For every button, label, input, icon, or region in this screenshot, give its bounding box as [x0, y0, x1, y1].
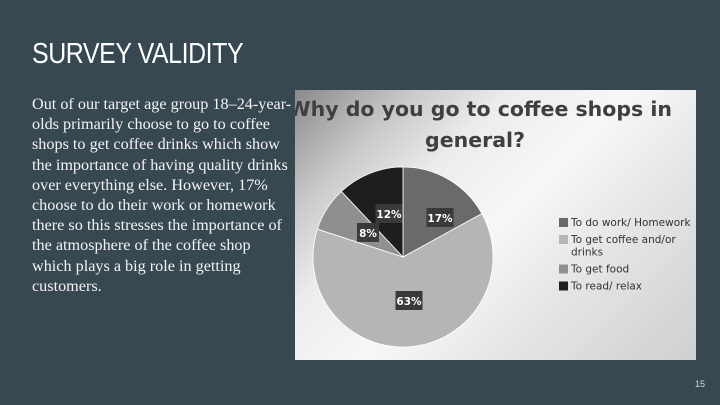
legend-label: drinks	[571, 247, 603, 259]
data-label: 17%	[427, 213, 453, 225]
data-label-box	[357, 223, 379, 242]
pie-slice	[340, 166, 404, 259]
legend-label: To get coffee and/or	[570, 234, 676, 246]
legend-swatch	[559, 235, 568, 244]
data-label: 63%	[396, 296, 422, 308]
legend-label: To get food	[570, 264, 629, 276]
slide-body-text: Out of our target age group 18–24-year-o…	[32, 95, 292, 295]
chart-title-line: general?	[425, 128, 525, 152]
slide-title: SURVEY VALIDITY	[32, 38, 244, 70]
data-label: 8%	[359, 228, 377, 240]
page-number: 15	[694, 379, 705, 389]
pie-slice	[312, 213, 494, 348]
legend-label: To do work/ Homework	[570, 217, 691, 229]
legend-swatch	[559, 218, 568, 227]
pie-chart-canvas: Why do you go to coffee shops in general?…	[295, 97, 691, 348]
legend-label: To read/ relax	[570, 281, 642, 293]
data-label-box	[395, 291, 423, 310]
data-label-box	[426, 208, 454, 227]
data-label: 12%	[376, 209, 402, 221]
data-label-box	[375, 204, 403, 223]
pie-chart: Why do you go to coffee shops in general?…	[295, 90, 696, 360]
chart-title-line: Why do you go to coffee shops in	[295, 97, 672, 121]
legend-swatch	[559, 264, 568, 274]
legend-swatch	[559, 281, 568, 291]
